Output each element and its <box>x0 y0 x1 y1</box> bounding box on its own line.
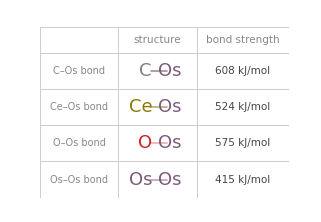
Text: Os: Os <box>158 98 181 116</box>
Text: 524 kJ/mol: 524 kJ/mol <box>215 102 271 112</box>
Text: C–Os bond: C–Os bond <box>53 66 105 76</box>
Text: Os–Os bond: Os–Os bond <box>50 174 108 184</box>
Text: 608 kJ/mol: 608 kJ/mol <box>215 66 270 76</box>
Text: O: O <box>138 134 152 153</box>
Text: Os: Os <box>158 62 181 80</box>
Text: Os: Os <box>129 170 153 188</box>
Text: Ce–Os bond: Ce–Os bond <box>50 102 108 112</box>
Text: bond strength: bond strength <box>206 35 280 45</box>
Text: 575 kJ/mol: 575 kJ/mol <box>215 138 271 149</box>
Text: 415 kJ/mol: 415 kJ/mol <box>215 174 271 184</box>
Text: Os: Os <box>158 134 181 153</box>
Text: structure: structure <box>134 35 181 45</box>
Text: C: C <box>139 62 152 80</box>
Text: Ce: Ce <box>129 98 153 116</box>
Text: Os: Os <box>158 170 181 188</box>
Text: O–Os bond: O–Os bond <box>53 138 106 149</box>
